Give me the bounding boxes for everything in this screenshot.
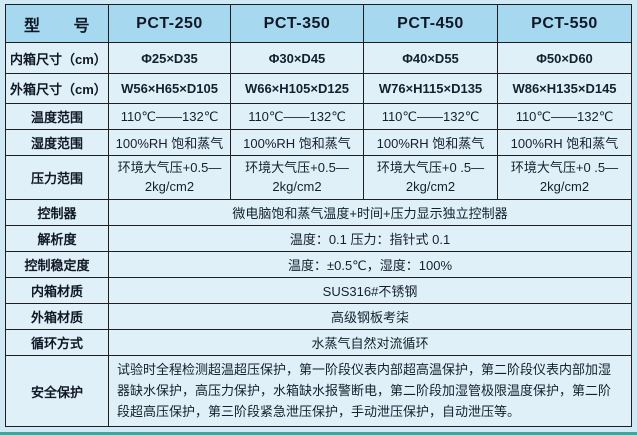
cell-value: 100%RH 饱和蒸气 — [108, 129, 231, 156]
row-inner-size: 内箱尺寸（cm） Φ25×D35 Φ30×D45 Φ40×D55 Φ50×D60 — [5, 42, 632, 74]
cell-value: 环境大气压+0 .5— 2kg/cm2 — [497, 155, 632, 200]
cell-value: 100%RH 饱和蒸气 — [363, 129, 498, 156]
row-control-stability: 控制稳定度 温度：±0.5℃，湿度：100% — [5, 251, 632, 278]
row-label: 安全保护 — [5, 354, 109, 428]
row-pressure-range: 压力范围 环境大气压+0.5— 2kg/cm2 环境大气压+0.5— 2kg/c… — [5, 155, 632, 200]
cell-value: 高级钢板考柒 — [108, 303, 632, 330]
header-model-pct450: PCT-450 — [363, 4, 498, 43]
row-safety-protection: 安全保护 试验时全程检测超温超压保护，第一阶段仪表内部超高温保护，第二阶段仪表内… — [5, 354, 632, 428]
cell-value: 110℃——132℃ — [497, 103, 632, 130]
header-model-pct550: PCT-550 — [497, 4, 632, 43]
spec-table: 型 号 PCT-250 PCT-350 PCT-450 PCT-550 内箱尺寸… — [5, 4, 632, 428]
header-row: 型 号 PCT-250 PCT-350 PCT-450 PCT-550 — [5, 4, 632, 43]
row-label: 湿度范围 — [5, 129, 109, 156]
cell-value: 110℃——132℃ — [230, 103, 364, 130]
cell-value: 110℃——132℃ — [363, 103, 498, 130]
cell-value: 100%RH 饱和蒸气 — [497, 129, 632, 156]
row-humidity-range: 湿度范围 100%RH 饱和蒸气 100%RH 饱和蒸气 100%RH 饱和蒸气… — [5, 129, 632, 156]
row-label: 内箱尺寸（cm） — [5, 42, 109, 74]
cell-value: 环境大气压+0.5— 2kg/cm2 — [108, 155, 231, 200]
cell-value: W56×H65×D105 — [108, 73, 231, 104]
row-label: 循环方式 — [5, 329, 109, 356]
row-label: 内箱材质 — [5, 277, 109, 304]
row-label: 外箱尺寸（cm） — [5, 73, 109, 104]
cell-value: 微电脑饱和蒸气温度+时间+压力显示独立控制器 — [108, 199, 632, 226]
cell-value: W86×H135×D145 — [497, 73, 632, 104]
header-model-pct250: PCT-250 — [108, 4, 231, 43]
bottom-accent-bar — [0, 432, 637, 435]
row-label: 解析度 — [5, 225, 109, 252]
cell-value: 温度：±0.5℃，湿度：100% — [108, 251, 632, 278]
cell-value: 环境大气压+0 .5— 2kg/cm2 — [363, 155, 498, 200]
row-circulation: 循环方式 水蒸气自然对流循环 — [5, 329, 632, 356]
cell-value: 试验时全程检测超温超压保护，第一阶段仪表内部超高温保护，第二阶段仪表内部加湿器缺… — [108, 354, 632, 428]
row-temp-range: 温度范围 110℃——132℃ 110℃——132℃ 110℃——132℃ 11… — [5, 103, 632, 130]
row-label: 外箱材质 — [5, 303, 109, 330]
cell-value: W76×H115×D135 — [363, 73, 498, 104]
cell-value: 水蒸气自然对流循环 — [108, 329, 632, 356]
cell-value: Φ50×D60 — [497, 42, 632, 74]
row-outer-material: 外箱材质 高级钢板考柒 — [5, 303, 632, 330]
cell-value: Φ40×D55 — [363, 42, 498, 74]
cell-value: Φ30×D45 — [230, 42, 364, 74]
row-inner-material: 内箱材质 SUS316#不锈钢 — [5, 277, 632, 304]
header-model-pct350: PCT-350 — [230, 4, 364, 43]
row-label: 温度范围 — [5, 103, 109, 130]
row-outer-size: 外箱尺寸（cm） W56×H65×D105 W66×H105×D125 W76×… — [5, 73, 632, 104]
cell-value: Φ25×D35 — [108, 42, 231, 74]
header-model-label: 型 号 — [5, 4, 109, 43]
cell-value: SUS316#不锈钢 — [108, 277, 632, 304]
cell-value: 环境大气压+0.5— 2kg/cm2 — [230, 155, 364, 200]
row-label: 控制稳定度 — [5, 251, 109, 278]
row-label: 控制器 — [5, 199, 109, 226]
row-resolution: 解析度 温度：0.1 压力：指针式 0.1 — [5, 225, 632, 252]
cell-value: 100%RH 饱和蒸气 — [230, 129, 364, 156]
cell-value: 110℃——132℃ — [108, 103, 231, 130]
cell-value: W66×H105×D125 — [230, 73, 364, 104]
row-label: 压力范围 — [5, 155, 109, 200]
cell-value: 温度：0.1 压力：指针式 0.1 — [108, 225, 632, 252]
row-controller: 控制器 微电脑饱和蒸气温度+时间+压力显示独立控制器 — [5, 199, 632, 226]
